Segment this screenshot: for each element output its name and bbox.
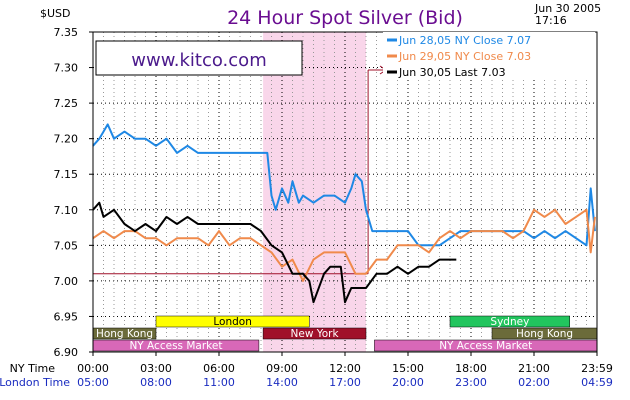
session-label: Sydney [490, 316, 529, 328]
series-line-jun-29-05 [92, 208, 596, 282]
london-time-label: London Time [0, 376, 70, 389]
y-tick-label: 6.95 [54, 310, 79, 323]
y-tick-label: 7.30 [54, 62, 79, 75]
x-tick-label-london: 14:00 [266, 376, 298, 389]
x-tick-label-ny: 18:00 [455, 362, 487, 375]
legend-background [383, 32, 595, 80]
legend-entry: Jun 30,05 Last 7.03 [398, 66, 506, 79]
date-label: Jun 30 2005 [534, 2, 601, 15]
y-tick-label: 7.05 [54, 239, 79, 252]
x-tick-label-ny: 23:59 [581, 362, 613, 375]
ny-time-label: NY Time [10, 362, 56, 375]
session-label: NY Access Market [129, 340, 222, 352]
session-label: New York [291, 328, 340, 340]
y-tick-label: 7.20 [54, 133, 79, 146]
x-tick-label-london: 04:59 [581, 376, 613, 389]
x-tick-label-ny: 06:00 [203, 362, 235, 375]
session-label: Hong Kong [516, 328, 573, 340]
legend-entry: Jun 29,05 NY Close 7.03 [398, 50, 531, 63]
x-tick-label-london: 08:00 [140, 376, 172, 389]
x-tick-label-ny: 03:00 [140, 362, 172, 375]
watermark-text: www.kitco.com [131, 50, 266, 71]
legend-entry: Jun 28,05 NY Close 7.07 [398, 34, 531, 47]
session-label: NY Access Market [439, 340, 532, 352]
y-tick-label: 7.00 [54, 275, 79, 288]
y-tick-label: 7.25 [54, 97, 79, 110]
y-tick-label: 7.15 [54, 168, 79, 181]
y-tick-label: 7.35 [54, 26, 79, 39]
x-tick-label-ny: 00:00 [77, 362, 109, 375]
session-label: Hong Kong [96, 328, 153, 340]
y-tick-label: 6.90 [54, 346, 79, 359]
x-tick-label-ny: 15:00 [392, 362, 424, 375]
legend: Jun 28,05 NY Close 7.07 Jun 29,05 NY Clos… [383, 32, 595, 80]
x-tick-label-london: 23:00 [455, 376, 487, 389]
price-series [92, 123, 596, 304]
session-label: London [213, 316, 252, 328]
time-label: 17:16 [535, 14, 567, 27]
series-line-jun-28-05 [92, 123, 596, 247]
x-tick-label-ny: 12:00 [329, 362, 361, 375]
x-tick-label-ny: 21:00 [518, 362, 550, 375]
y-tick-label: 7.10 [54, 204, 79, 217]
session-bar [155, 315, 310, 328]
x-tick-label-ny: 09:00 [266, 362, 298, 375]
x-tick-label-london: 20:00 [392, 376, 424, 389]
session-bar [449, 315, 570, 328]
x-tick-label-london: 02:00 [518, 376, 550, 389]
watermark-box: www.kitco.com [95, 40, 303, 76]
x-tick-label-london: 11:00 [203, 376, 235, 389]
chart-title: 24 Hour Spot Silver (Bid) [227, 7, 463, 29]
axes: 7.35 7.30 7.25 7.20 7.15 7.10 7.05 7.00 6.95 6.90… [0, 26, 613, 389]
x-tick-label-london: 17:00 [329, 376, 361, 389]
series-line-jun-30-05 [92, 201, 457, 304]
session-bar [262, 327, 367, 340]
y-axis-unit-label: $USD [40, 7, 71, 20]
x-tick-label-london: 05:00 [77, 376, 109, 389]
